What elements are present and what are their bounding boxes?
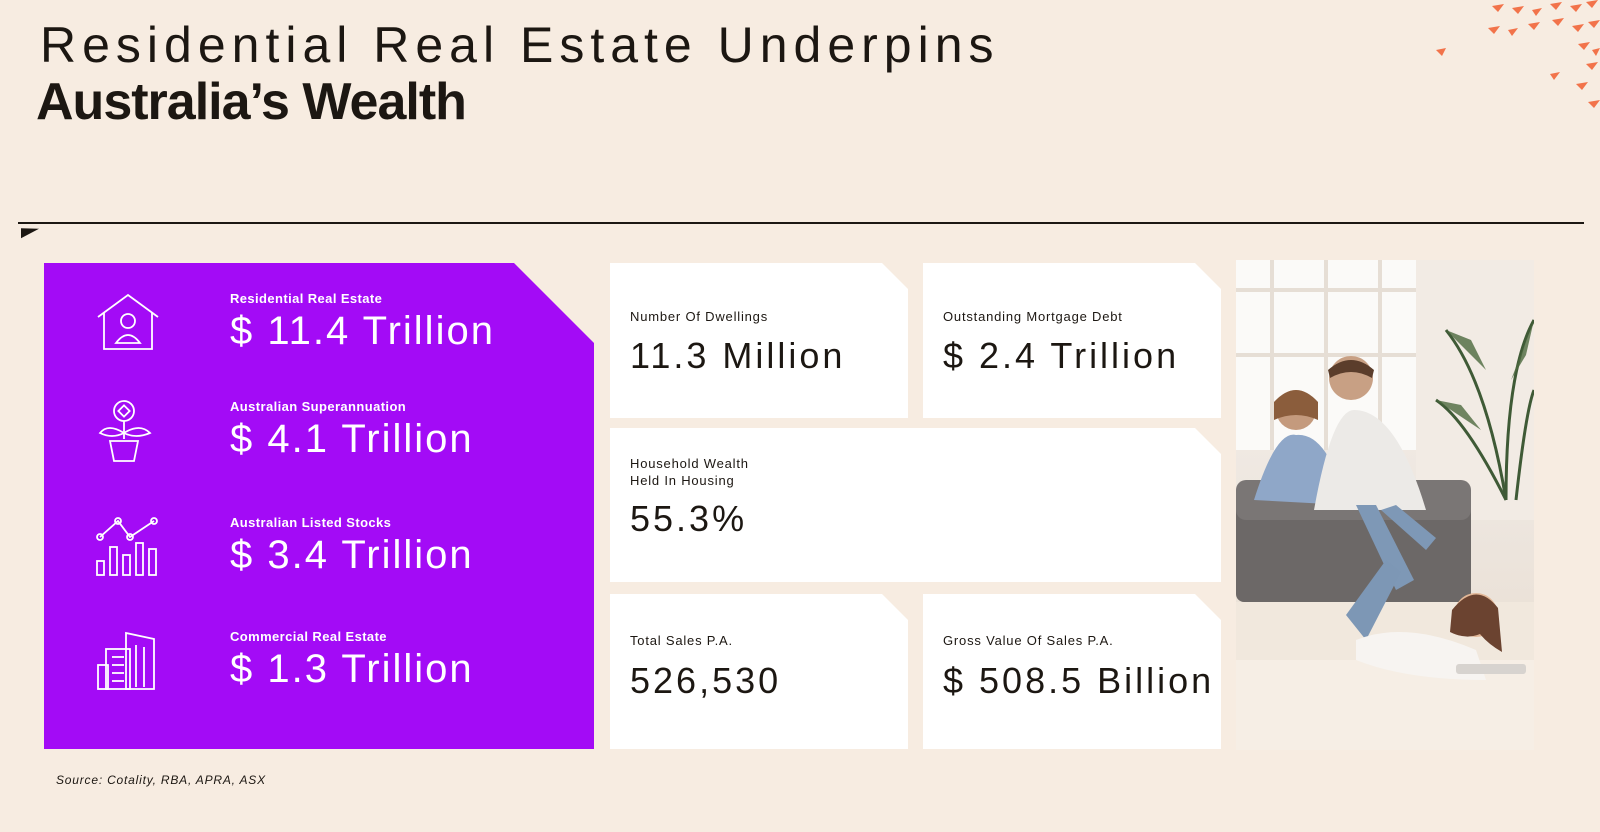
wealth-item-label: Commercial Real Estate bbox=[230, 629, 387, 644]
stat-value: $ 508.5 Billion bbox=[943, 660, 1215, 701]
stat-value: 55.3% bbox=[630, 498, 748, 539]
stat-label: Gross Value Of Sales P.A. bbox=[943, 633, 1114, 648]
stat-card-household-wealth: Household Wealth Held In Housing 55.3% bbox=[610, 428, 1221, 582]
wealth-item-value: $ 1.3 Trillion bbox=[230, 647, 474, 691]
stat-label-line1: Household Wealth bbox=[630, 456, 749, 471]
stat-card-mortgage: Outstanding Mortgage Debt $ 2.4 Trillion bbox=[923, 263, 1221, 418]
page-title-line2: Australia’s Wealth bbox=[36, 73, 467, 131]
wealth-item-label: Australian Listed Stocks bbox=[230, 515, 392, 530]
stat-label: Number Of Dwellings bbox=[630, 309, 769, 324]
wealth-item-value: $ 11.4 Trillion bbox=[230, 309, 495, 353]
decorative-triangles bbox=[1436, 0, 1600, 108]
stat-label-line2: Held In Housing bbox=[630, 473, 735, 488]
wealth-item-commercial: Commercial Real Estate $ 1.3 Trillion bbox=[96, 629, 576, 709]
wealth-panel: Residential Real Estate $ 11.4 Trillion … bbox=[44, 263, 594, 749]
wealth-item-residential: Residential Real Estate $ 11.4 Trillion bbox=[96, 291, 576, 371]
divider-arrow-marker bbox=[21, 223, 39, 239]
stat-card-gross-value: Gross Value Of Sales P.A. $ 508.5 Billio… bbox=[923, 594, 1221, 749]
wealth-item-stocks: Australian Listed Stocks $ 3.4 Trillion bbox=[96, 515, 576, 595]
wealth-item-value: $ 3.4 Trillion bbox=[230, 533, 474, 577]
stat-value: $ 2.4 Trillion bbox=[943, 335, 1180, 376]
office-buildings-icon bbox=[97, 631, 155, 690]
stat-label: Total Sales P.A. bbox=[630, 633, 733, 648]
stat-value: 11.3 Million bbox=[630, 335, 846, 376]
wealth-item-label: Residential Real Estate bbox=[230, 291, 383, 306]
house-person-icon bbox=[97, 293, 159, 350]
plant-coin-icon bbox=[98, 400, 152, 462]
stat-card-dwellings: Number Of Dwellings 11.3 Million bbox=[610, 263, 908, 418]
stat-card-total-sales: Total Sales P.A. 526,530 bbox=[610, 594, 908, 749]
source-note: Source: Cotality, RBA, APRA, ASX bbox=[56, 773, 266, 787]
stocks-chart-icon bbox=[96, 517, 158, 576]
wealth-item-superannuation: Australian Superannuation $ 4.1 Trillion bbox=[96, 399, 576, 479]
stat-label: Outstanding Mortgage Debt bbox=[943, 309, 1123, 324]
wealth-item-value: $ 4.1 Trillion bbox=[230, 417, 474, 461]
family-on-floor-photo bbox=[1236, 260, 1534, 750]
page-title-line1: Residential Real Estate Underpins bbox=[40, 17, 1000, 73]
wealth-item-label: Australian Superannuation bbox=[230, 399, 407, 414]
title-divider bbox=[18, 222, 1584, 224]
stat-value: 526,530 bbox=[630, 660, 782, 701]
